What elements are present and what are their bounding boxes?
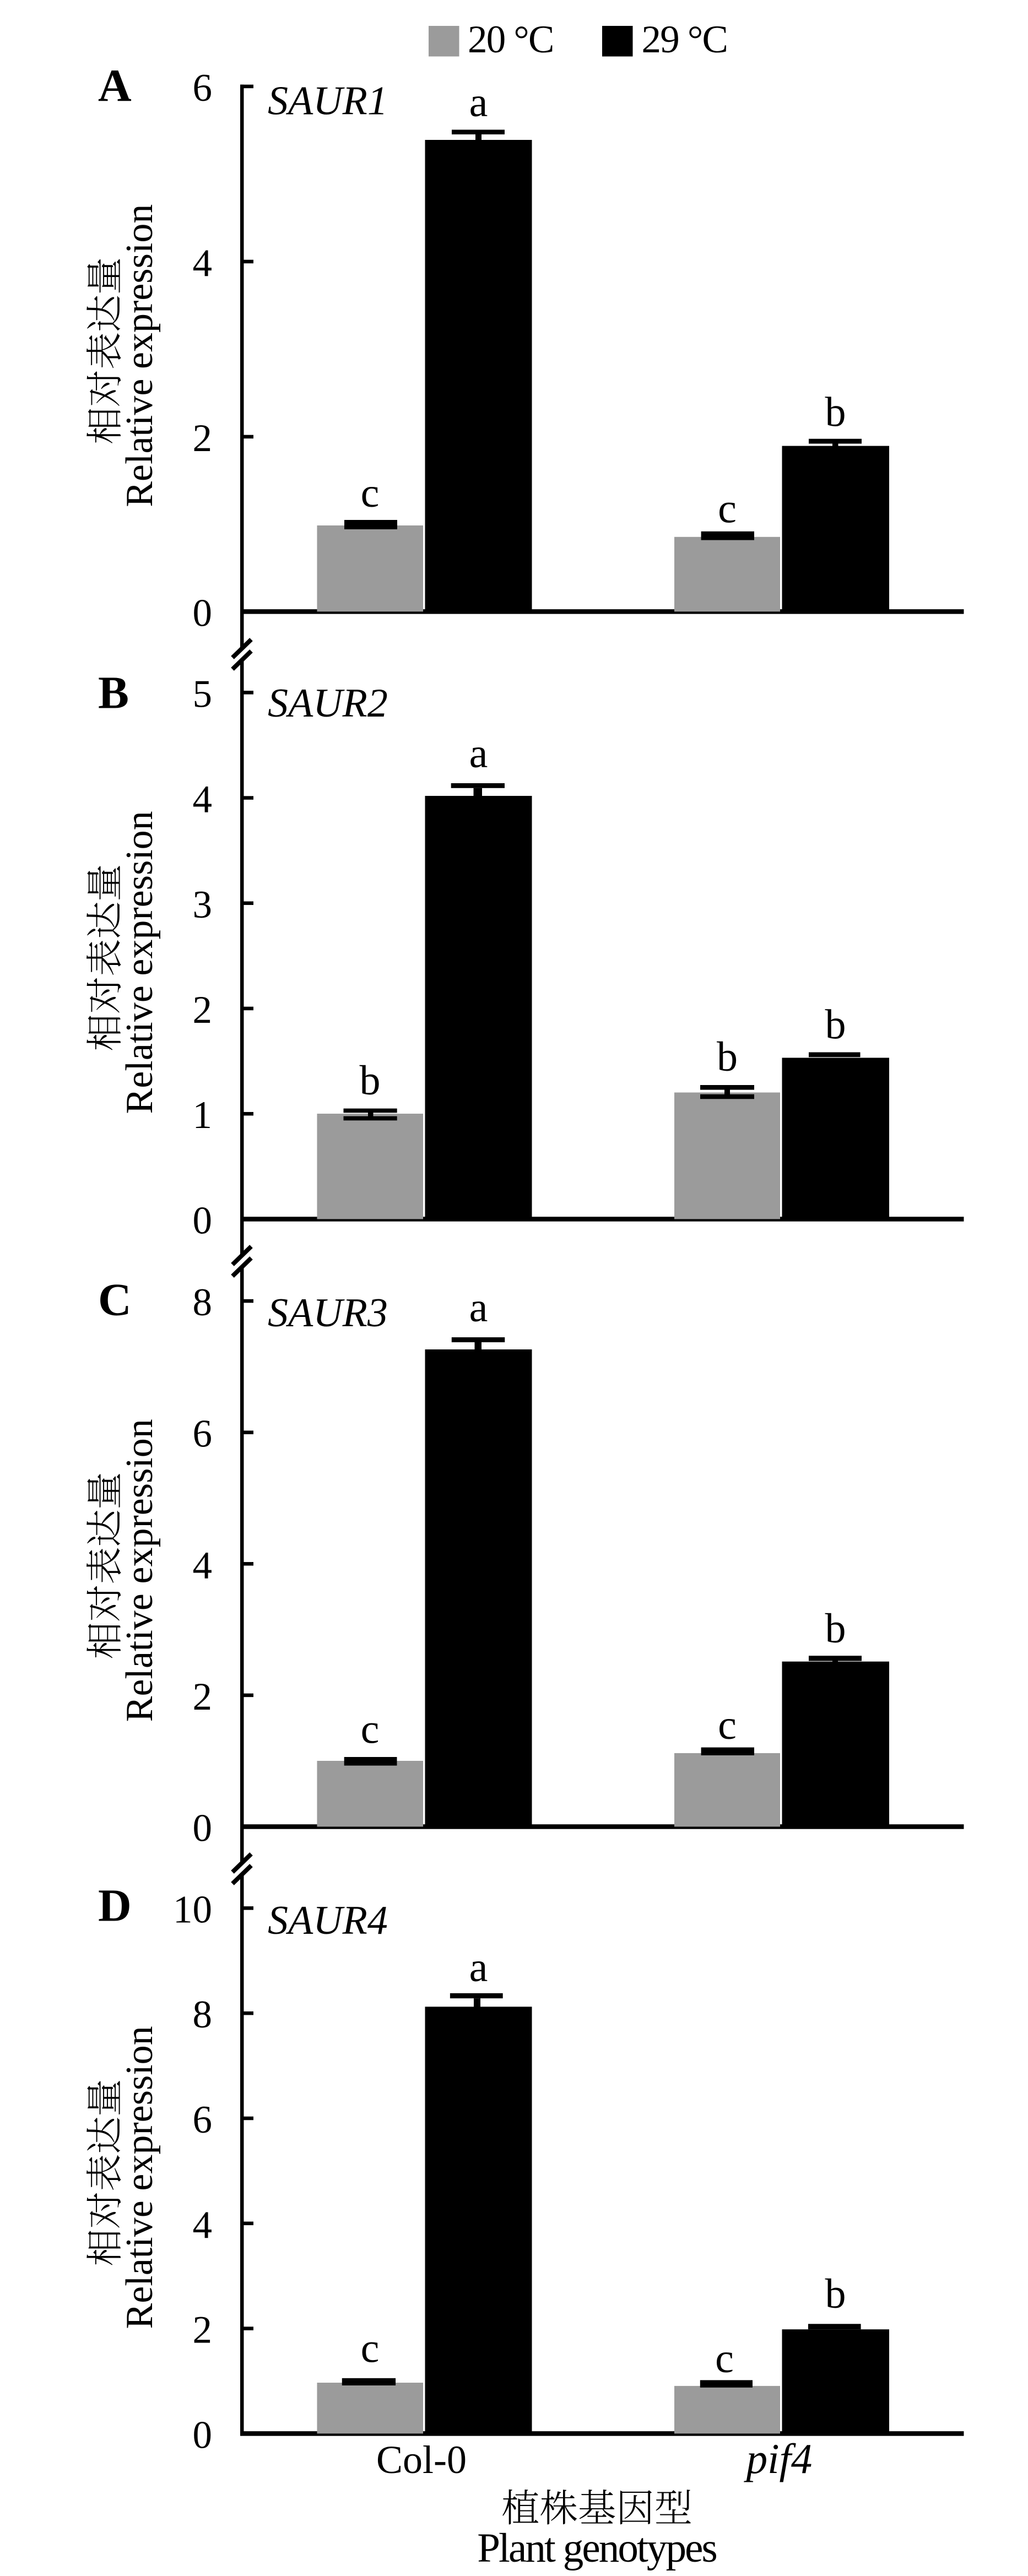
svg-text:b: b	[717, 1034, 738, 1080]
svg-text:0: 0	[193, 1807, 213, 1850]
svg-text:b: b	[360, 1057, 381, 1104]
svg-text:20 °C: 20 °C	[468, 18, 554, 61]
svg-text:4: 4	[193, 1544, 213, 1587]
svg-text:pif4: pif4	[744, 2435, 813, 2482]
svg-text:29 °C: 29 °C	[642, 18, 728, 61]
svg-text:3: 3	[193, 883, 213, 926]
svg-text:6: 6	[193, 2098, 213, 2141]
svg-text:SAUR4: SAUR4	[268, 1898, 388, 1943]
svg-text:c: c	[361, 2325, 380, 2372]
svg-text:c: c	[718, 1702, 737, 1748]
svg-text:b: b	[825, 2271, 846, 2317]
svg-text:a: a	[469, 1284, 488, 1331]
svg-text:c: c	[715, 2335, 734, 2382]
svg-text:SAUR3: SAUR3	[268, 1290, 388, 1336]
svg-text:b: b	[825, 389, 846, 436]
svg-text:2: 2	[193, 417, 213, 460]
svg-text:a: a	[469, 79, 488, 126]
svg-text:A: A	[98, 61, 132, 112]
svg-text:B: B	[98, 668, 129, 719]
svg-text:2: 2	[193, 989, 213, 1032]
svg-text:SAUR2: SAUR2	[268, 681, 388, 726]
svg-text:a: a	[469, 730, 488, 777]
svg-text:a: a	[469, 1944, 488, 1991]
svg-text:c: c	[361, 1706, 380, 1752]
svg-text:c: c	[718, 486, 737, 532]
svg-text:2: 2	[193, 2309, 213, 2352]
svg-text:D: D	[98, 1880, 132, 1932]
svg-text:c: c	[361, 470, 380, 516]
svg-text:Relative expression: Relative expression	[118, 811, 161, 1114]
svg-text:C: C	[98, 1275, 132, 1326]
svg-text:Relative expression: Relative expression	[118, 204, 161, 507]
svg-text:6: 6	[193, 67, 213, 110]
svg-text:4: 4	[193, 2204, 213, 2247]
svg-text:8: 8	[193, 1993, 213, 2036]
svg-text:SAUR1: SAUR1	[268, 79, 388, 124]
svg-text:b: b	[825, 1606, 846, 1652]
svg-text:0: 0	[193, 2414, 213, 2456]
svg-text:4: 4	[193, 778, 213, 821]
svg-text:Relative expression: Relative expression	[118, 2026, 161, 2329]
svg-text:8: 8	[193, 1281, 213, 1324]
svg-text:Relative expression: Relative expression	[118, 1419, 161, 1722]
svg-text:2: 2	[193, 1675, 213, 1718]
svg-text:6: 6	[193, 1413, 213, 1456]
svg-text:5: 5	[193, 673, 213, 715]
svg-text:0: 0	[193, 1199, 213, 1242]
svg-text:Col-0: Col-0	[376, 2438, 467, 2482]
svg-text:4: 4	[193, 242, 213, 285]
svg-text:1: 1	[193, 1094, 213, 1137]
svg-text:0: 0	[193, 592, 213, 634]
svg-text:b: b	[825, 1002, 846, 1048]
svg-text:Plant genotypes: Plant genotypes	[477, 2525, 716, 2571]
svg-text:10: 10	[173, 1888, 212, 1931]
